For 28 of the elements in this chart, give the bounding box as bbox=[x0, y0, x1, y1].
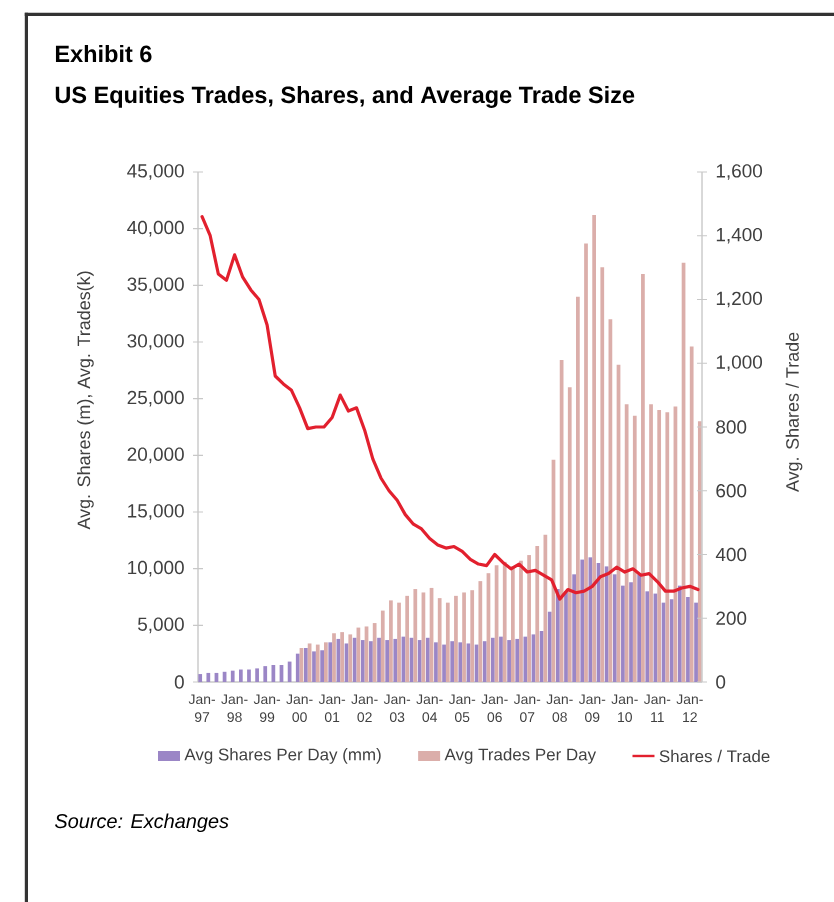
y2-axis-title: Avg. Shares / Trade bbox=[785, 332, 803, 493]
chart-title: Exhibit 6 bbox=[55, 44, 152, 63]
chart-subtitle: US Equities Trades, Shares, and Average Trade Size bbox=[55, 85, 635, 108]
source-note: Source: Exchanges bbox=[54, 813, 229, 833]
y-tick-label: 5,000 bbox=[137, 617, 184, 634]
y2-tick-label: 0 bbox=[716, 675, 726, 689]
y2-tick-label: 1,000 bbox=[716, 355, 763, 372]
y-axis-title: Avg. Shares (m), Avg. Trades(k) bbox=[77, 271, 94, 530]
y-tick-label: 25,000 bbox=[127, 390, 184, 407]
y-tick-label: 45,000 bbox=[127, 164, 184, 180]
y-tick-label: 35,000 bbox=[127, 277, 184, 294]
y2-tick-label: 800 bbox=[716, 420, 747, 434]
y-tick-label: 15,000 bbox=[128, 504, 184, 520]
legend-label: Shares / Trade bbox=[659, 749, 770, 763]
y-tick-label: 10,000 bbox=[128, 560, 184, 577]
y2-tick-label: 1,400 bbox=[716, 227, 763, 244]
y-tick-label: 20,000 bbox=[127, 447, 184, 464]
line-series bbox=[200, 215, 700, 601]
y-tick-label: 0 bbox=[174, 675, 184, 689]
y2-tick-label: 1,200 bbox=[716, 291, 763, 308]
y2-tick-label: 1,600 bbox=[716, 164, 763, 180]
y-tick-label: 30,000 bbox=[127, 334, 184, 350]
y2-tick-label: 400 bbox=[715, 547, 747, 562]
y2-tick-label: 600 bbox=[716, 484, 747, 498]
legend-label: Avg Shares Per Day (mm) bbox=[184, 748, 381, 764]
y2-tick-label: 200 bbox=[716, 611, 747, 625]
legend-label: Avg Trades Per Day bbox=[444, 748, 597, 764]
y-tick-label: 40,000 bbox=[127, 220, 184, 237]
